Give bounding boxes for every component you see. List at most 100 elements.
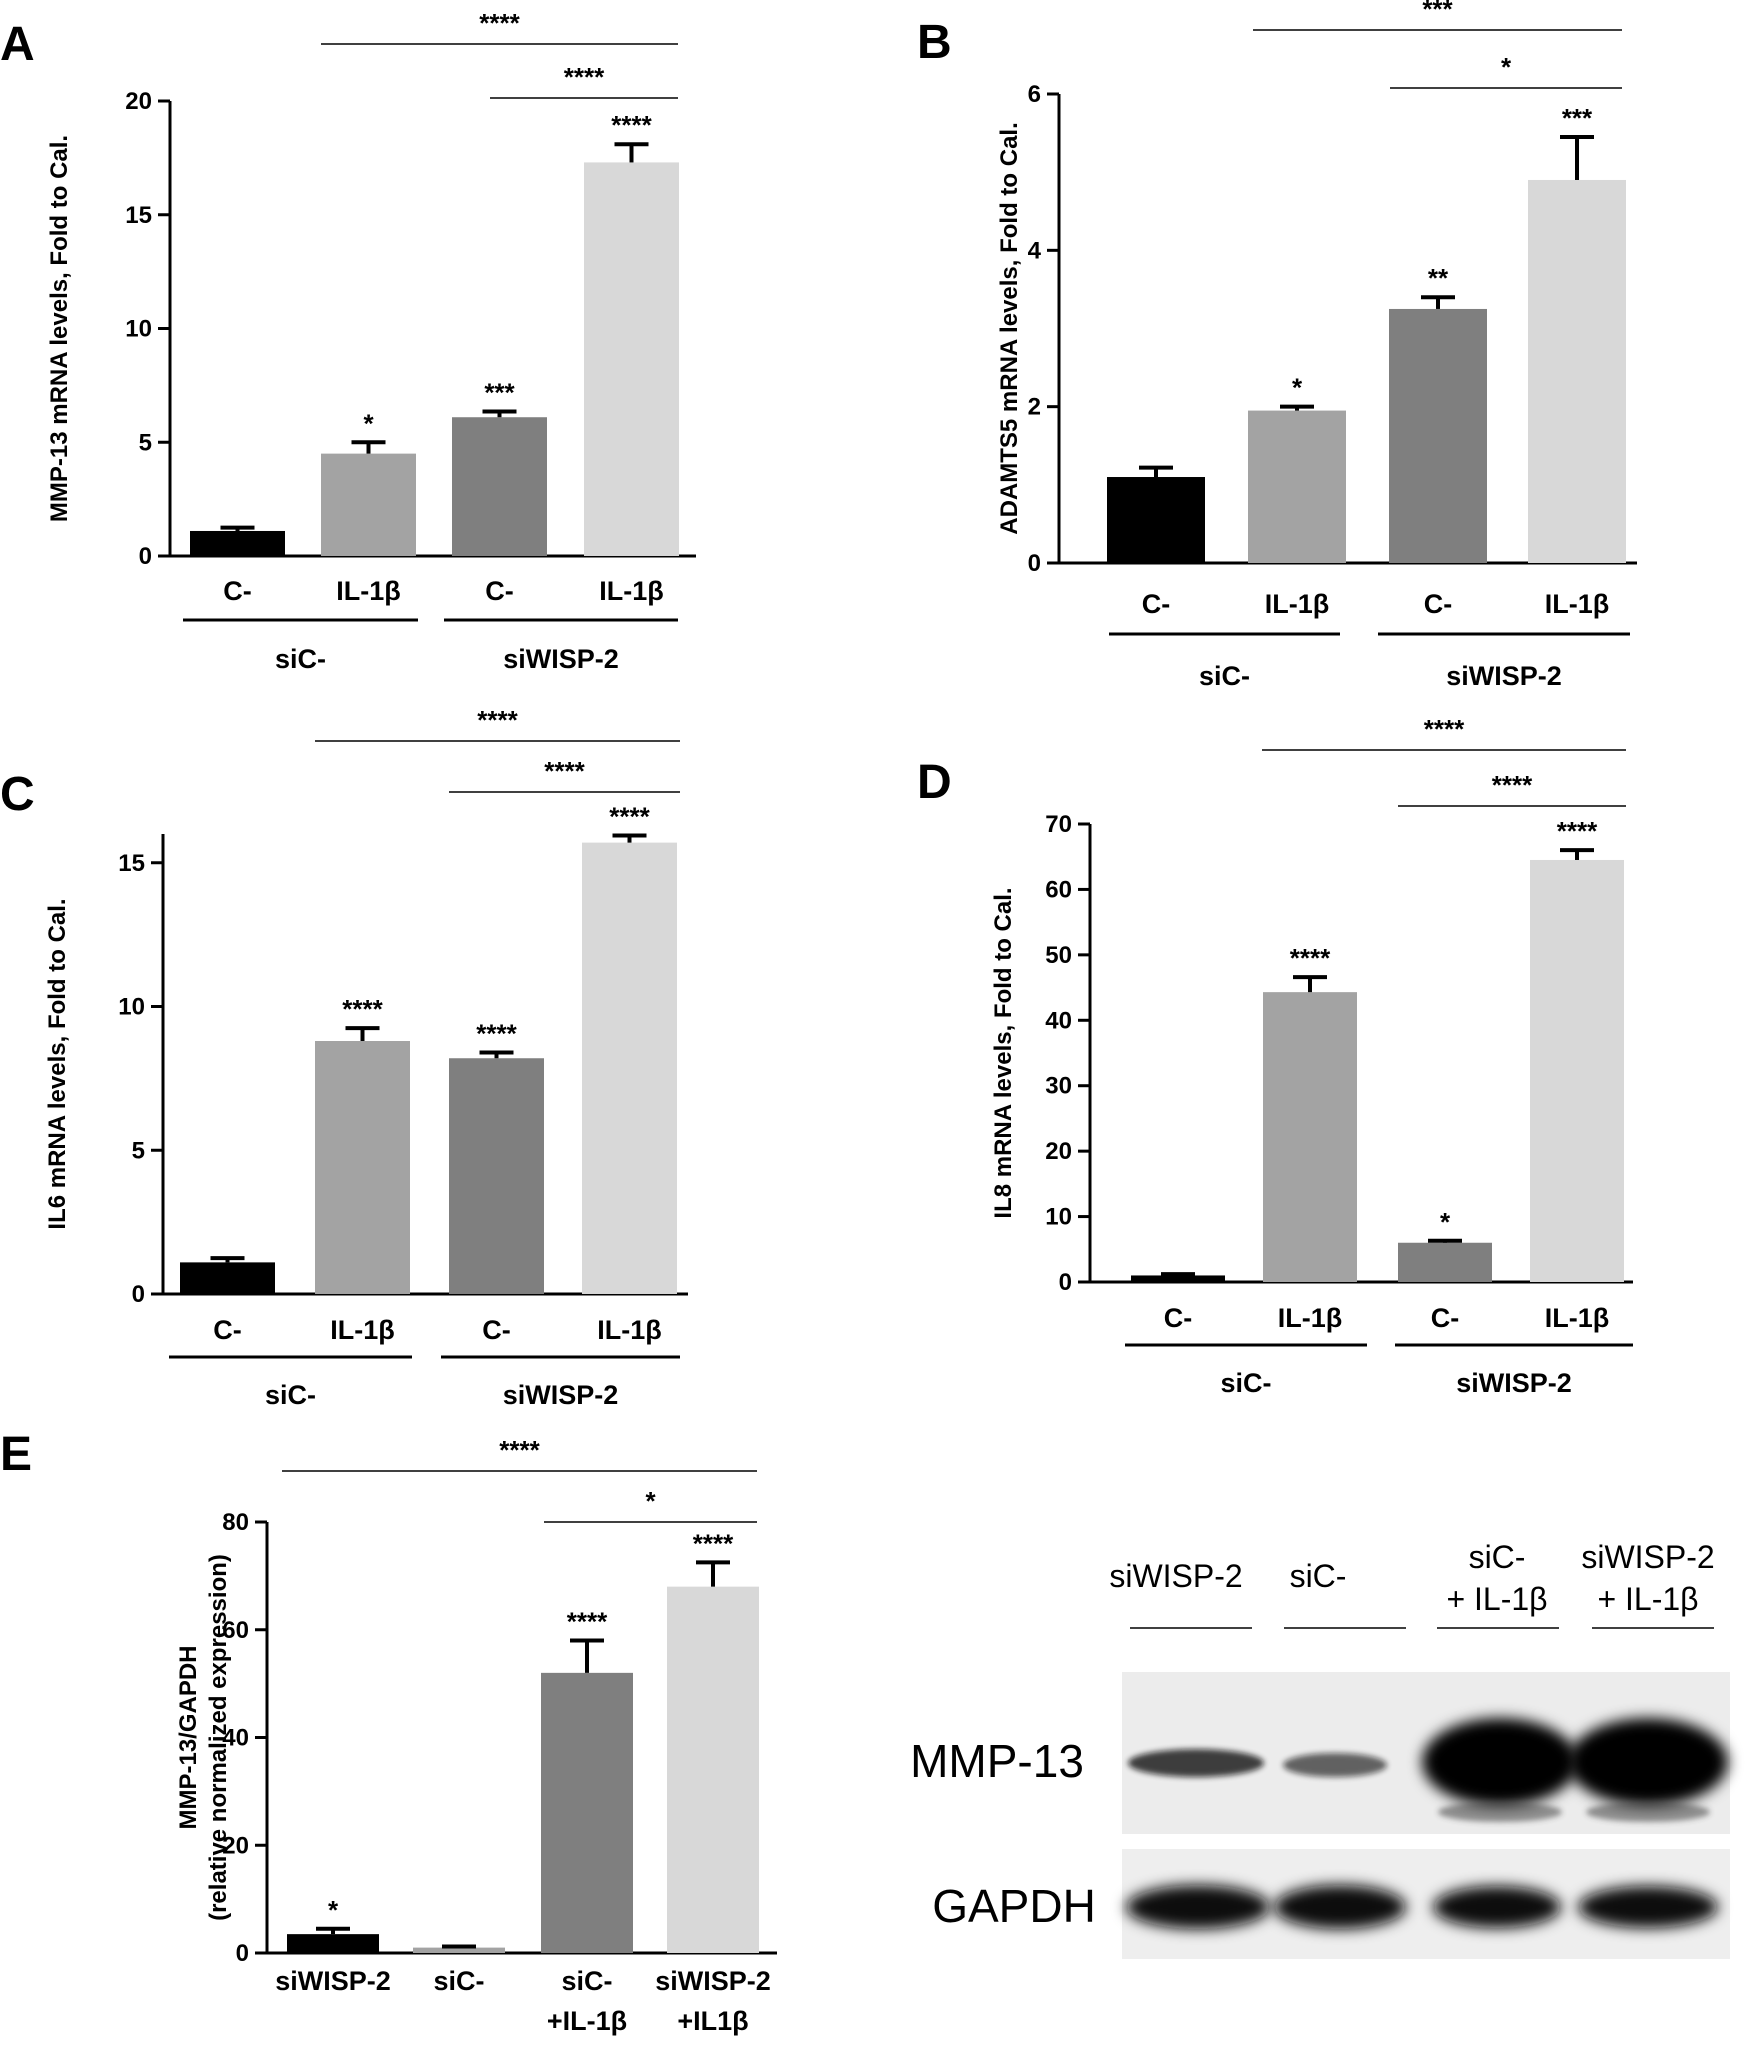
significance-label: ** xyxy=(1428,263,1449,293)
bar xyxy=(1530,859,1624,1282)
significance-label: **** xyxy=(476,1019,517,1049)
panel-label: E xyxy=(0,1428,32,1481)
bar xyxy=(190,530,285,556)
significance-label: **** xyxy=(1557,816,1598,846)
y-tick-label: 50 xyxy=(1045,942,1072,969)
blot-band xyxy=(1128,1749,1264,1777)
significance-label: * xyxy=(1292,373,1303,403)
panel-label: B xyxy=(917,16,952,69)
y-tick-label: 0 xyxy=(132,1281,145,1308)
comparison-significance: **** xyxy=(479,8,520,38)
y-tick-label: 15 xyxy=(125,202,152,229)
group-label: siC- xyxy=(265,1380,316,1410)
bar xyxy=(1389,308,1487,563)
bar xyxy=(1131,1275,1225,1282)
bar xyxy=(321,453,416,556)
significance-label: **** xyxy=(567,1607,608,1637)
y-tick-label: 4 xyxy=(1028,237,1042,264)
x-tick-label: IL-1β xyxy=(1545,1303,1609,1333)
y-tick-label: 70 xyxy=(1045,811,1072,838)
blot-lane-label-line2: + IL-1β xyxy=(1597,1581,1698,1617)
blot-lane-label-line2: + IL-1β xyxy=(1446,1581,1547,1617)
comparison-significance: **** xyxy=(477,705,518,735)
x-tick-label: C- xyxy=(485,576,514,606)
y-tick-label: 0 xyxy=(236,1940,249,1967)
y-tick-label: 15 xyxy=(118,850,145,877)
blot-band xyxy=(1568,1718,1728,1806)
bar xyxy=(413,1947,505,1953)
bar xyxy=(180,1262,275,1294)
x-tick-label-line2: +IL1β xyxy=(677,2006,748,2036)
y-tick-label: 40 xyxy=(222,1725,249,1752)
y-tick-label: 20 xyxy=(1045,1138,1072,1165)
significance-label: * xyxy=(328,1895,339,1925)
y-tick-label: 60 xyxy=(222,1617,249,1644)
western-blot: siWISP-2 siC- siC- + IL-1β siWISP-2 + IL… xyxy=(910,1539,1730,1959)
x-tick-label: siC- xyxy=(433,1966,484,1996)
bar xyxy=(287,1934,379,1953)
bar xyxy=(584,162,679,557)
bar xyxy=(1248,410,1346,563)
panel-label: A xyxy=(0,18,35,71)
blot-lane-label: siC- xyxy=(1469,1539,1526,1575)
bar xyxy=(449,1058,544,1294)
group-label: siWISP-2 xyxy=(1446,661,1562,691)
bar xyxy=(1528,179,1626,563)
y-axis-title: IL8 mRNA levels, Fold to Cal. xyxy=(990,887,1017,1218)
x-tick-label: IL-1β xyxy=(336,576,400,606)
bar xyxy=(582,842,677,1294)
y-tick-label: 30 xyxy=(1045,1073,1072,1100)
x-tick-label: siWISP-2 xyxy=(655,1966,771,1996)
comparison-significance: * xyxy=(645,1486,656,1516)
bar xyxy=(452,417,547,556)
x-tick-label: C- xyxy=(223,576,252,606)
blot-band xyxy=(1283,1753,1387,1777)
group-label: siWISP-2 xyxy=(1456,1368,1572,1398)
bar xyxy=(1107,477,1205,563)
bar xyxy=(667,1586,759,1953)
group-label: siC- xyxy=(275,644,326,674)
y-tick-label: 10 xyxy=(125,316,152,343)
comparison-significance: **** xyxy=(564,62,605,92)
blot-lane-label: siC- xyxy=(1290,1558,1347,1594)
y-tick-label: 10 xyxy=(118,994,145,1021)
x-tick-label: IL-1β xyxy=(1278,1303,1342,1333)
x-tick-label: IL-1β xyxy=(1265,589,1329,619)
y-tick-label: 80 xyxy=(222,1509,249,1536)
significance-label: * xyxy=(363,408,374,438)
comparison-significance: **** xyxy=(499,1435,540,1465)
comparison-significance: *** xyxy=(1422,0,1453,24)
y-tick-label: 0 xyxy=(139,543,152,570)
x-tick-label: C- xyxy=(213,1315,242,1345)
y-tick-label: 60 xyxy=(1045,876,1072,903)
y-tick-label: 5 xyxy=(139,429,152,456)
y-tick-label: 20 xyxy=(222,1832,249,1859)
y-tick-label: 40 xyxy=(1045,1007,1072,1034)
comparison-significance: * xyxy=(1501,52,1512,82)
x-tick-label: IL-1β xyxy=(599,576,663,606)
group-label: siC- xyxy=(1220,1368,1271,1398)
y-tick-label: 2 xyxy=(1028,394,1041,421)
blot-lane-label: siWISP-2 xyxy=(1109,1558,1242,1594)
blot-band xyxy=(1438,1802,1562,1822)
y-tick-label: 6 xyxy=(1028,81,1041,108)
x-tick-label: siC- xyxy=(561,1966,612,1996)
x-tick-label: IL-1β xyxy=(330,1315,394,1345)
y-tick-label: 10 xyxy=(1045,1204,1072,1231)
y-tick-label: 0 xyxy=(1028,550,1041,577)
blot-band xyxy=(1422,1718,1578,1806)
y-axis-title: MMP-13/GAPDH xyxy=(175,1645,202,1829)
bar xyxy=(1398,1242,1492,1282)
comparison-significance: **** xyxy=(1424,714,1465,744)
blot-band xyxy=(1433,1886,1561,1928)
y-tick-label: 5 xyxy=(132,1137,145,1164)
bar xyxy=(541,1672,633,1953)
comparison-significance: **** xyxy=(1492,770,1533,800)
bar xyxy=(315,1041,410,1294)
significance-label: **** xyxy=(693,1528,734,1558)
blot-band xyxy=(1126,1885,1270,1929)
x-tick-label: IL-1β xyxy=(1545,589,1609,619)
group-label: siWISP-2 xyxy=(503,644,619,674)
x-tick-label: C- xyxy=(482,1315,511,1345)
significance-label: **** xyxy=(609,801,650,831)
